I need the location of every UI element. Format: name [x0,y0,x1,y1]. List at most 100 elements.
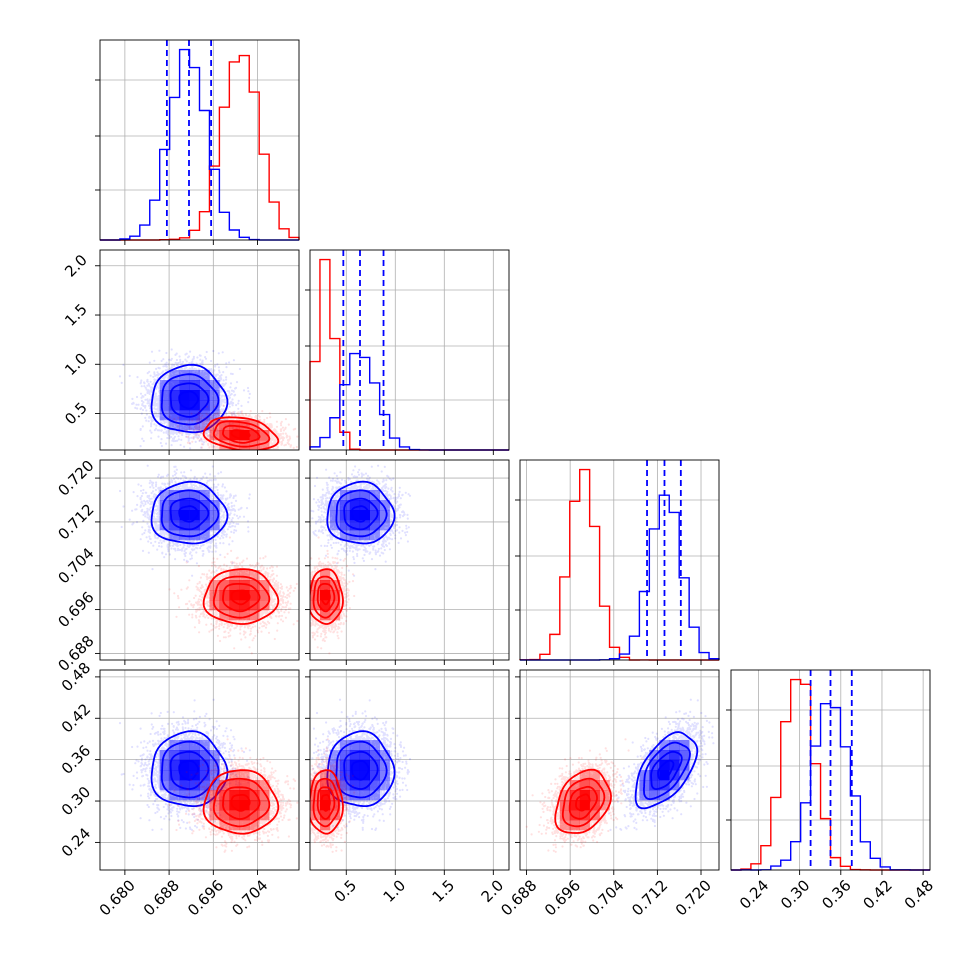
density-cell [219,810,230,821]
density-cell [169,780,180,791]
density-cell [339,780,351,791]
density-cell [179,790,190,801]
contour-series-0 [178,505,199,523]
density-cell [239,800,250,811]
density-cell [319,770,331,781]
xtick-label: 0.688 [140,876,183,919]
density-cell [659,790,670,801]
density-cell [379,520,390,531]
contour-series-0 [634,731,699,810]
contour-series-0 [178,390,199,410]
density-cell [259,780,270,791]
density-cell [159,400,170,411]
contour-series-1 [212,777,271,828]
panel-3-0-frame [99,669,300,871]
density-cell [249,430,260,441]
density-cell [349,770,361,781]
density-cell [379,780,390,791]
density-cell [369,780,380,791]
density-cell [169,500,180,511]
density-cell [189,420,200,431]
density-cell [359,490,370,501]
density-cell [379,510,390,521]
density-cell [219,580,230,591]
contour-series-1 [568,785,598,820]
density-cell [239,440,250,450]
density-cell [239,430,250,441]
ytick-label: 0.704 [54,544,97,587]
xtick-label: 1.5 [429,876,459,906]
contour-series-1 [310,769,344,835]
density-cell [659,760,670,771]
hist-2-frame [519,459,720,661]
ytick-label: 0.42 [58,700,94,736]
ytick-label: 2.0 [61,251,91,281]
density-cell [319,610,331,621]
panel-3-0-content [118,698,299,853]
density-cell [209,520,220,531]
density-cell [589,780,600,791]
density-cell [159,770,170,781]
density-cell [349,500,361,511]
density-cell [219,440,230,450]
density-cell [169,760,180,771]
density-cell [229,580,240,591]
density-cell [179,490,190,501]
density-cell [199,530,210,541]
contour-series-1 [230,589,251,606]
contour-series-0 [150,363,229,434]
contour-series-0 [178,760,199,781]
contour-series-0 [160,740,220,799]
density-cell [359,500,370,511]
density-cell [339,520,351,531]
density-cell [329,600,341,611]
density-cell [159,780,170,791]
density-cell [179,750,190,761]
panel-2-0-content [118,464,299,655]
ytick-label: 1.0 [61,349,91,379]
density-cell [249,570,260,581]
density-cell [229,590,240,601]
density-cell [199,790,210,801]
density-cell [569,810,580,821]
density-cell [159,390,170,401]
contour-series-1 [230,794,251,812]
contour-series-0 [657,759,675,781]
density-cell [189,500,200,511]
density-cell [349,750,361,761]
ytick-label: 0.696 [54,588,97,631]
density-cell [229,570,240,581]
density-cell [159,760,170,771]
hist-0-frame [99,39,300,241]
density-cell [239,570,250,581]
density-cell [329,780,341,791]
contour-series-1 [230,429,251,440]
density-cell [659,770,670,781]
density-cell [179,740,190,751]
density-cell [359,740,370,751]
density-cell [569,790,580,801]
xtick-label: 0.704 [585,876,628,919]
density-cell [179,390,190,401]
density-cell [659,740,670,751]
density-cell [229,800,240,811]
density-cell [189,380,200,391]
density-cell [249,810,260,821]
contour-series-1 [202,416,280,450]
density-cell [649,780,660,791]
density-cell [199,410,210,421]
contour-series-0 [350,760,370,781]
contour-series-0 [150,730,229,807]
panel-2-1-bg [310,460,509,660]
contour-series-1 [202,769,280,835]
density-cell [239,810,250,821]
density-cell [229,810,240,821]
density-cell [599,800,610,811]
contour-series-1 [561,777,606,828]
panel-3-1-content [310,698,412,853]
density-cell [219,820,230,831]
density-cell [369,500,380,511]
contour-series-0 [335,740,388,799]
panel-3-2-frame [519,669,720,871]
density-cell [669,740,680,751]
